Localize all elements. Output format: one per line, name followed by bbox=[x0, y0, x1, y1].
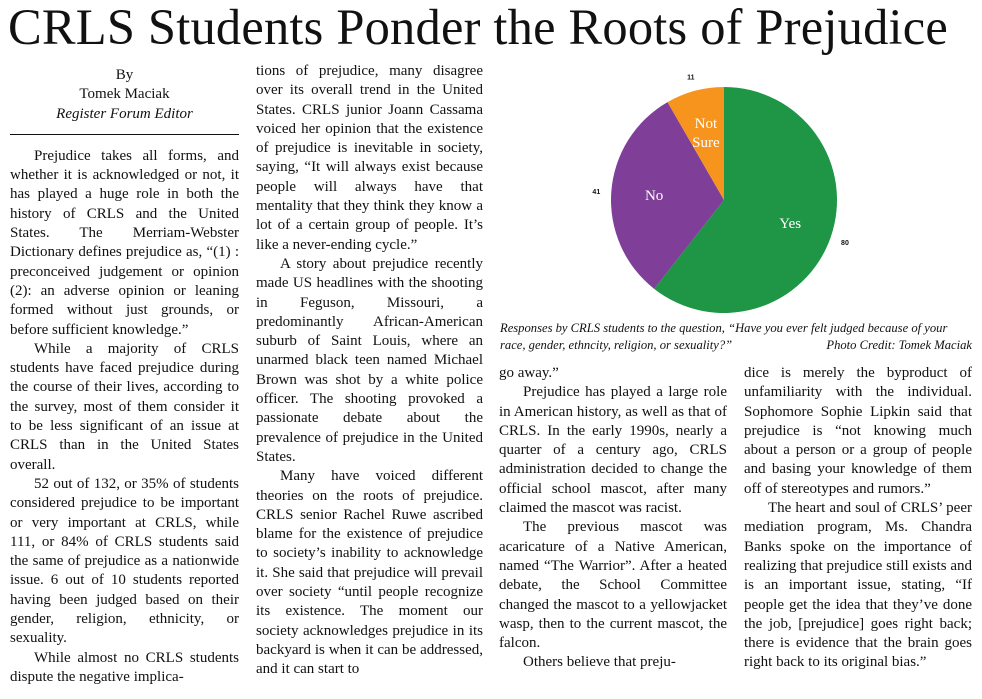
slice-value-label: 11 bbox=[687, 74, 695, 81]
paragraph: 52 out of 132, or 35% of students consid… bbox=[10, 475, 239, 647]
slice-label: Sure bbox=[692, 135, 720, 151]
byline-title: Register Forum Editor bbox=[56, 105, 193, 122]
paragraph: dice is merely the byproduct of unfamili… bbox=[744, 365, 972, 497]
paragraph: Prejudice has played a large role in Ame… bbox=[499, 384, 727, 517]
chart-caption: Responses by CRLS students to the questi… bbox=[500, 320, 972, 353]
paragraph: Many have voiced different theories on t… bbox=[256, 468, 483, 678]
column-2: tions of prejudice, many disagree over i… bbox=[256, 62, 483, 680]
headline: CRLS Students Ponder the Roots of Prejud… bbox=[8, 0, 949, 55]
slice-label: No bbox=[645, 188, 663, 204]
paragraph: Prejudice takes all forms, and whether i… bbox=[10, 147, 239, 338]
paragraph: While a majority of CRLS students have f… bbox=[10, 340, 239, 473]
slice-value-label: 80 bbox=[841, 240, 849, 247]
paragraph: A story about prejudice recently made US… bbox=[256, 255, 483, 465]
caption-text: Responses by CRLS students to the questi… bbox=[500, 321, 948, 352]
pie-slice-no bbox=[611, 102, 724, 289]
column-4: dice is merely the byproduct of unfamili… bbox=[744, 364, 972, 673]
column-1: By Tomek Maciak Register Forum Editor Pr… bbox=[10, 66, 239, 687]
byline-author: Tomek Maciak bbox=[79, 86, 170, 103]
paragraph: tions of prejudice, many disagree over i… bbox=[256, 63, 483, 253]
paragraph: While almost no CRLS students dispute th… bbox=[10, 649, 239, 685]
pie-slice-not-sure bbox=[667, 87, 724, 200]
pie-slice-yes bbox=[654, 87, 837, 313]
byline-divider bbox=[10, 133, 239, 135]
slice-label: Yes bbox=[779, 216, 801, 232]
paragraph: The heart and soul of CRLS’ peer mediati… bbox=[744, 500, 972, 671]
pie-chart: Yes No Not Sure 80 41 11 bbox=[592, 74, 849, 313]
paragraph: Others believe that preju- bbox=[523, 654, 676, 671]
byline: By Tomek Maciak Register Forum Editor bbox=[10, 66, 239, 124]
paragraph: go away.” bbox=[499, 365, 559, 381]
paragraph: The previous mascot was acaricature of a… bbox=[499, 519, 727, 652]
slice-value-label: 41 bbox=[592, 189, 600, 196]
photo-credit: Photo Credit: Tomek Maciak bbox=[826, 337, 972, 352]
slice-label: Not bbox=[695, 116, 718, 132]
column-3: go away.” Prejudice has played a large r… bbox=[499, 364, 727, 673]
byline-by: By bbox=[115, 67, 134, 83]
